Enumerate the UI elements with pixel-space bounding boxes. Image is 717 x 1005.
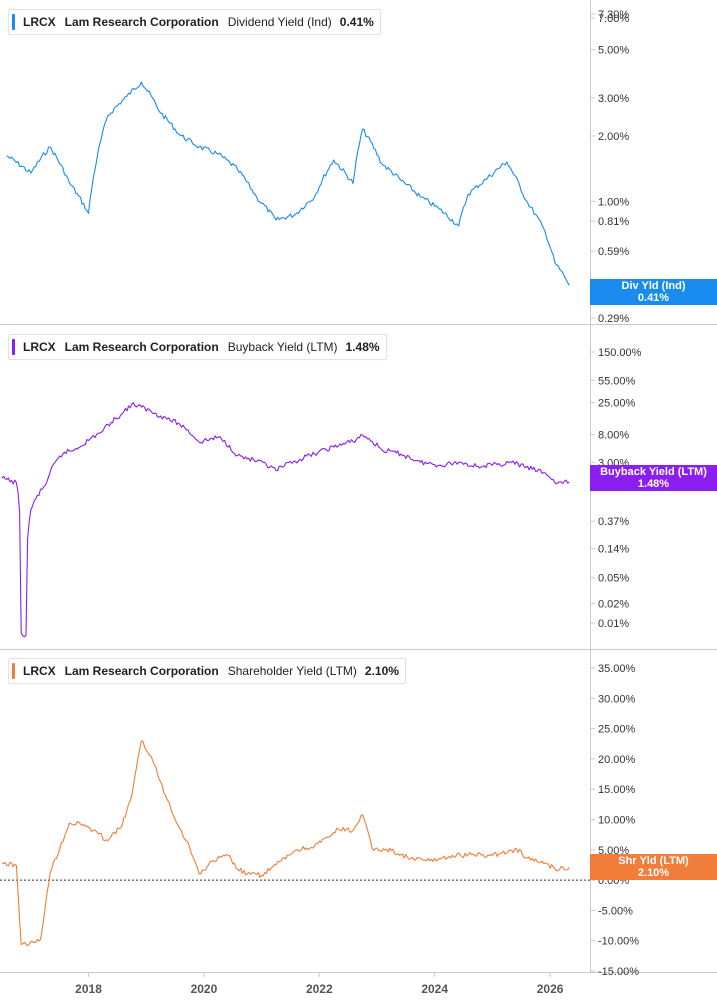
y-tick-label: 1.00% bbox=[598, 196, 629, 208]
legend-company: Lam Research Corporation bbox=[64, 340, 219, 354]
y-tick-label: 5.00% bbox=[598, 845, 629, 857]
current-value-tag-buyback: Buyback Yield (LTM) 1.48% bbox=[590, 465, 717, 491]
y-tick-label: 0.02% bbox=[598, 598, 629, 610]
y-tick-label: 10.00% bbox=[598, 815, 636, 827]
legend-buyback-yield: LRCX Lam Research Corporation Buyback Yi… bbox=[8, 334, 387, 360]
y-tick-label: 7.00% bbox=[598, 13, 629, 25]
legend-metric: Dividend Yield (Ind) bbox=[227, 15, 332, 29]
legend-ticker: LRCX bbox=[23, 340, 56, 354]
y-tick-label: 3.00% bbox=[598, 93, 629, 105]
y-tick-label: 0.01% bbox=[598, 618, 629, 630]
current-value-tag-shareholder: Shr Yld (LTM) 2.10% bbox=[590, 854, 717, 880]
legend-ticker: LRCX bbox=[23, 15, 56, 29]
y-tick-label: -15.00% bbox=[598, 966, 639, 978]
legend-ticker: LRCX bbox=[23, 664, 56, 678]
y-tick-label: 0.05% bbox=[598, 573, 629, 585]
series-line bbox=[6, 81, 570, 286]
y-tick-label: 55.00% bbox=[598, 375, 636, 387]
y-tick-label: 0.59% bbox=[598, 246, 629, 258]
legend-dividend-yield: LRCX Lam Research Corporation Dividend Y… bbox=[8, 9, 381, 35]
y-tick-label: 0.37% bbox=[598, 516, 629, 528]
y-tick-label: -5.00% bbox=[598, 905, 633, 917]
series-line bbox=[1, 402, 570, 638]
legend-metric: Buyback Yield (LTM) bbox=[227, 340, 338, 354]
legend-value: 0.41% bbox=[339, 15, 374, 29]
y-tick-label: 0.14% bbox=[598, 544, 629, 556]
y-tick-label: 25.00% bbox=[598, 724, 636, 736]
x-tick-label: 2022 bbox=[306, 982, 333, 996]
current-value-tag-dividend: Div Yld (Ind) 0.41% bbox=[590, 279, 717, 305]
x-tick-label: 2024 bbox=[421, 982, 448, 996]
y-tick-label: 0.81% bbox=[598, 216, 629, 228]
y-tick-label: 15.00% bbox=[598, 784, 636, 796]
y-tick-label: 35.00% bbox=[598, 663, 636, 675]
series-color-swatch bbox=[12, 14, 15, 30]
legend-company: Lam Research Corporation bbox=[64, 664, 219, 678]
y-tick-label: 7.30% bbox=[598, 9, 629, 21]
y-tick-label: 2.00% bbox=[598, 131, 629, 143]
x-tick-label: 2026 bbox=[537, 982, 564, 996]
series-color-swatch bbox=[12, 663, 15, 679]
tag-label: Div Yld (Ind) bbox=[621, 280, 686, 292]
x-tick-label: 2020 bbox=[191, 982, 218, 996]
y-tick-label: 0.29% bbox=[598, 313, 629, 325]
y-tick-label: 25.00% bbox=[598, 397, 636, 409]
legend-shareholder-yield: LRCX Lam Research Corporation Shareholde… bbox=[8, 658, 406, 684]
y-tick-label: 8.00% bbox=[598, 430, 629, 442]
y-tick-label: 150.00% bbox=[598, 347, 642, 359]
series-line bbox=[1, 740, 570, 947]
tag-value: 0.41% bbox=[637, 292, 670, 304]
y-tick-label: 20.00% bbox=[598, 754, 636, 766]
tag-label: Shr Yld (LTM) bbox=[618, 855, 689, 867]
legend-company: Lam Research Corporation bbox=[64, 15, 219, 29]
legend-value: 2.10% bbox=[364, 664, 399, 678]
tag-value: 2.10% bbox=[637, 867, 670, 879]
y-tick-label: 30.00% bbox=[598, 693, 636, 705]
y-tick-label: -10.00% bbox=[598, 936, 639, 948]
legend-metric: Shareholder Yield (LTM) bbox=[227, 664, 357, 678]
tag-label: Buyback Yield (LTM) bbox=[600, 466, 707, 478]
tag-value: 1.48% bbox=[637, 478, 670, 490]
x-tick-label: 2018 bbox=[75, 982, 102, 996]
legend-value: 1.48% bbox=[345, 340, 380, 354]
series-color-swatch bbox=[12, 339, 15, 355]
y-tick-label: 5.00% bbox=[598, 45, 629, 57]
